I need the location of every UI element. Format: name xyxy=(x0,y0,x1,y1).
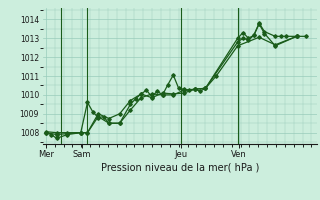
X-axis label: Pression niveau de la mer( hPa ): Pression niveau de la mer( hPa ) xyxy=(101,163,259,173)
